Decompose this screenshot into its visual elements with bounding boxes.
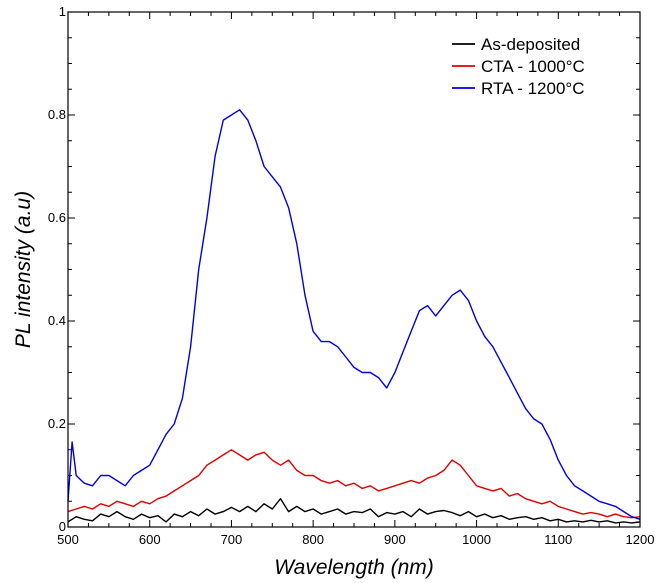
x-tick-label: 1100 [544,532,572,547]
y-tick-label: 0.4 [48,313,66,328]
legend-label: As-deposited [481,35,580,54]
series-line-2 [67,109,641,520]
y-tick-label: 0.6 [48,210,66,225]
y-tick-label: 0 [59,519,66,534]
plot-area-frame [67,11,641,528]
series-group [67,109,641,524]
x-tick-label: 800 [302,532,324,547]
y-tick-label: 1 [59,4,66,19]
series-line-0 [67,498,641,524]
legend-label: CTA - 1000°C [481,57,585,76]
x-tick-label: 1000 [462,532,491,547]
y-tick-label: 0.2 [48,416,66,431]
legend-label: RTA - 1200°C [481,79,585,98]
x-tick-label: 1200 [626,532,655,547]
y-axis-title: PL intensity (a.u) [12,191,35,348]
x-axis-title: Wavelength (nm) [274,556,434,579]
legend: As-deposited CTA - 1000°C RTA - 1200°C [452,35,585,98]
x-tick-label: 900 [384,532,406,547]
x-tick-label: 500 [57,532,79,547]
series-line-1 [67,449,641,519]
tick-labels: 500 600 700 800 900 1000 1100 1200 0 0.2 0.4 0.6 0.8… [48,4,655,547]
x-tick-label: 700 [221,532,243,547]
x-tick-label: 600 [139,532,161,547]
y-tick-label: 0.8 [48,107,66,122]
